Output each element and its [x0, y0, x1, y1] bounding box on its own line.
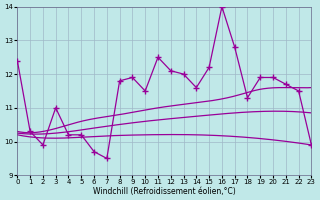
- X-axis label: Windchill (Refroidissement éolien,°C): Windchill (Refroidissement éolien,°C): [93, 187, 236, 196]
